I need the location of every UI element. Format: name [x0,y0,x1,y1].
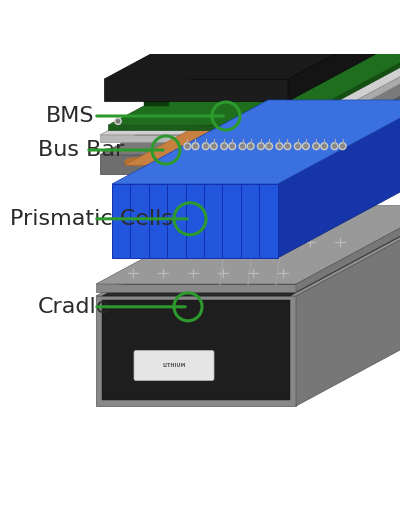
Circle shape [194,144,198,148]
Circle shape [240,144,244,148]
Ellipse shape [209,130,231,137]
Circle shape [116,41,120,44]
Circle shape [302,143,309,149]
Text: Bus Bar: Bus Bar [38,140,124,160]
Circle shape [277,40,283,46]
Circle shape [222,144,226,148]
Bar [144,101,168,105]
Circle shape [238,35,242,40]
Polygon shape [130,184,149,258]
Polygon shape [100,42,400,135]
Circle shape [236,33,244,41]
Polygon shape [96,296,296,406]
Circle shape [185,144,189,148]
Circle shape [294,15,298,20]
Text: Cradle: Cradle [38,297,110,317]
Text: LITHIUM: LITHIUM [162,363,186,368]
Circle shape [249,144,253,148]
Circle shape [278,119,282,123]
Polygon shape [100,62,400,155]
Polygon shape [284,41,400,130]
Polygon shape [278,100,400,258]
Circle shape [259,144,263,148]
Polygon shape [104,79,288,101]
Polygon shape [108,41,400,125]
Circle shape [313,143,320,149]
FancyBboxPatch shape [134,351,214,380]
Circle shape [278,41,282,44]
Circle shape [292,14,300,22]
Circle shape [229,143,236,149]
Polygon shape [102,300,290,400]
Circle shape [247,143,254,149]
Polygon shape [292,42,400,142]
Circle shape [256,5,264,13]
Circle shape [276,143,283,149]
Polygon shape [112,100,400,184]
Circle shape [296,144,300,148]
Polygon shape [296,206,400,292]
Circle shape [258,7,262,12]
Polygon shape [292,62,400,174]
Polygon shape [186,184,204,258]
Circle shape [258,143,264,149]
Polygon shape [204,184,222,258]
Circle shape [322,144,326,148]
Circle shape [202,143,209,149]
Polygon shape [96,206,400,296]
Circle shape [212,144,216,148]
Circle shape [332,144,336,148]
Circle shape [331,143,338,149]
Polygon shape [100,155,292,174]
Circle shape [210,143,217,149]
Circle shape [192,143,199,149]
Polygon shape [296,206,400,406]
Ellipse shape [165,144,187,151]
Polygon shape [124,123,294,165]
Polygon shape [108,125,284,130]
Polygon shape [288,0,400,101]
Circle shape [184,143,191,149]
Circle shape [221,143,228,149]
Circle shape [266,143,272,149]
Polygon shape [102,207,400,296]
Circle shape [277,144,281,148]
Circle shape [277,118,283,124]
Text: Prismatic Cells: Prismatic Cells [10,209,173,229]
Circle shape [115,118,121,124]
Polygon shape [167,184,186,258]
Circle shape [321,143,328,149]
Polygon shape [241,184,259,258]
Polygon shape [100,135,292,142]
Polygon shape [149,184,167,258]
Polygon shape [96,206,400,284]
Circle shape [294,143,301,149]
Circle shape [267,144,271,148]
Polygon shape [222,184,241,258]
Circle shape [341,144,345,148]
Circle shape [314,144,318,148]
Circle shape [204,144,208,148]
Circle shape [304,144,308,148]
Circle shape [239,143,246,149]
Polygon shape [104,0,400,79]
Circle shape [286,144,290,148]
Circle shape [230,144,234,148]
Circle shape [339,143,346,149]
Polygon shape [259,184,278,258]
Bar [264,58,288,63]
Bar [224,70,248,74]
Circle shape [116,119,120,123]
Polygon shape [112,184,130,258]
Circle shape [115,40,121,46]
Polygon shape [96,284,296,292]
Bar [184,84,208,88]
Ellipse shape [125,158,147,165]
Text: BMS: BMS [46,106,94,126]
Circle shape [284,143,291,149]
Ellipse shape [245,116,267,123]
